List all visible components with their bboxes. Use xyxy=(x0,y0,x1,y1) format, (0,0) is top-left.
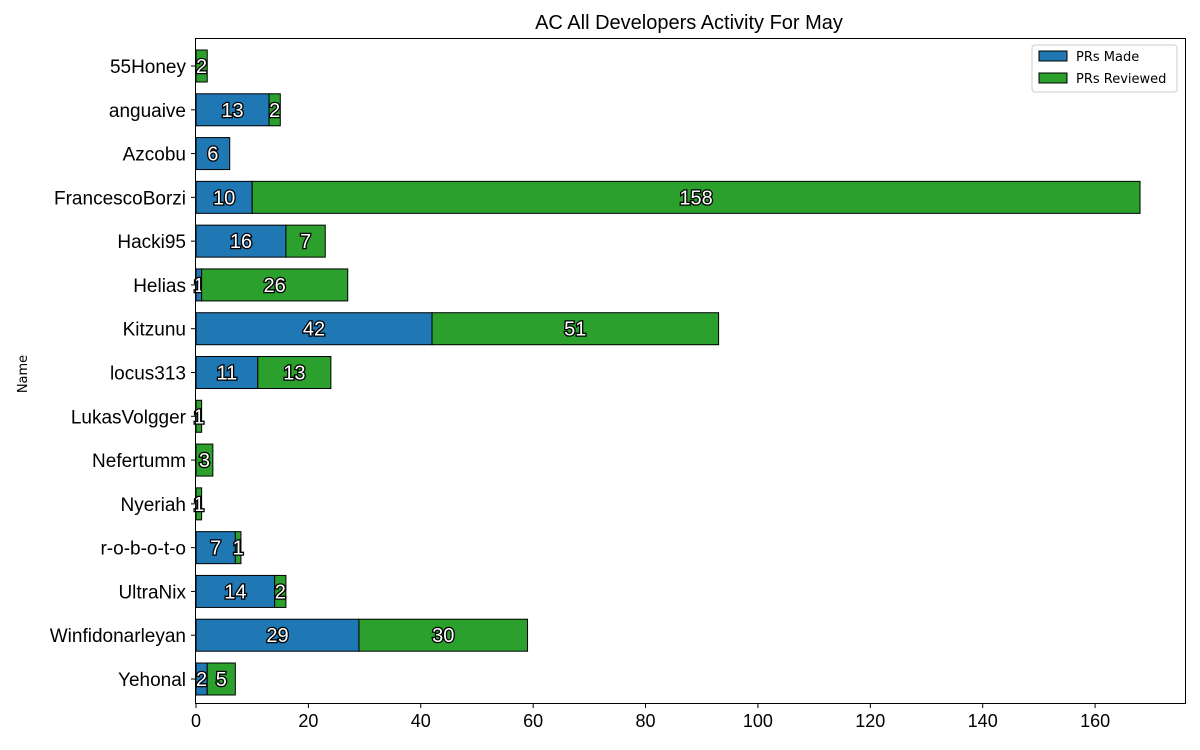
bar-segment xyxy=(257,356,332,389)
bar-value-label: 7 xyxy=(210,538,221,560)
bar-value-label: 51 xyxy=(564,319,586,341)
bar-value-label: 26 xyxy=(264,275,286,297)
legend-swatch-prs-reviewed xyxy=(1038,72,1068,84)
x-tick-label: 80 xyxy=(636,711,656,731)
bar-value-label: 16 xyxy=(230,231,252,253)
bar-segment xyxy=(195,618,360,652)
bar-segment xyxy=(268,93,281,127)
bar-segment xyxy=(431,312,720,346)
bar-value-label: 2 xyxy=(275,581,286,603)
bar-value-label: 5 xyxy=(216,669,227,691)
y-tick-label: r-o-b-o-t-o xyxy=(100,539,186,560)
bar-value-label: 2 xyxy=(196,56,207,78)
y-tick-label: Kitzunu xyxy=(123,320,186,341)
bar-value-label: 13 xyxy=(221,100,243,122)
y-tick-label: Azcobu xyxy=(123,145,186,166)
bar-value-label: 3 xyxy=(199,450,210,472)
legend: PRs Made PRs Reviewed xyxy=(1031,44,1178,93)
y-tick-label: locus313 xyxy=(110,364,186,385)
bar-segment xyxy=(195,531,236,565)
bar-value-label: 7 xyxy=(300,231,311,253)
bar-segment xyxy=(234,531,242,565)
x-tick-label: 20 xyxy=(298,711,318,731)
bar-value-label: 1 xyxy=(193,406,204,428)
bar-value-label: 6 xyxy=(207,144,218,166)
y-tick-label: UltraNix xyxy=(118,582,186,603)
y-tick-label: Nefertumm xyxy=(92,451,186,472)
legend-swatch-prs-made xyxy=(1038,50,1068,62)
y-tick-label: 55Honey xyxy=(110,57,187,78)
bar-segment xyxy=(285,224,326,258)
y-tick-label: Yehonal xyxy=(118,670,186,691)
bar-value-label: 30 xyxy=(432,625,454,647)
bar-value-label: 1 xyxy=(193,494,204,516)
bar-segment xyxy=(358,618,529,652)
y-tick-label: Hacki95 xyxy=(117,232,186,253)
bar-segment xyxy=(195,93,270,127)
y-axis-label: Name xyxy=(16,355,31,393)
bar-value-label: 158 xyxy=(679,187,712,209)
bar-segment xyxy=(201,268,349,302)
bar-value-label: 10 xyxy=(213,187,235,209)
x-tick-label: 160 xyxy=(1080,711,1110,731)
legend-label-prs-made: PRs Made xyxy=(1076,50,1139,65)
bar-value-label: 42 xyxy=(303,319,325,341)
bar-segment xyxy=(206,662,236,696)
y-tick-label: Helias xyxy=(133,276,186,297)
bar-value-label: 13 xyxy=(283,363,305,385)
chart-title: AC All Developers Activity For May xyxy=(535,12,843,34)
bar-value-label: 11 xyxy=(217,363,238,385)
bar-value-label: 2 xyxy=(196,669,207,691)
plot-frame xyxy=(195,38,1186,704)
x-tick-label: 40 xyxy=(411,711,431,731)
y-tick-label: anguaive xyxy=(109,101,186,122)
bar-segment xyxy=(195,312,433,346)
bar-value-label: 14 xyxy=(224,581,246,603)
bar-segment xyxy=(251,180,1141,214)
bar-value-label: 29 xyxy=(266,625,288,647)
legend-box xyxy=(1031,44,1178,93)
y-tick-label: Winfidonarleyan xyxy=(50,626,186,647)
x-tick-label: 120 xyxy=(855,711,885,731)
bar-segment xyxy=(274,574,287,608)
x-tick-label: 0 xyxy=(191,711,201,731)
y-tick-label: LukasVolgger xyxy=(71,407,187,428)
bar-segment xyxy=(195,180,253,214)
y-tick-label: FrancescoBorzi xyxy=(54,188,186,209)
bar-value-label: 2 xyxy=(269,100,280,122)
bar-value-label: 1 xyxy=(233,538,244,560)
x-tick-label: 60 xyxy=(523,711,543,731)
x-tick-label: 140 xyxy=(968,711,998,731)
legend-label-prs-reviewed: PRs Reviewed xyxy=(1076,72,1166,87)
x-tick-label: 100 xyxy=(743,711,773,731)
y-tick-label: Nyeriah xyxy=(121,495,186,516)
